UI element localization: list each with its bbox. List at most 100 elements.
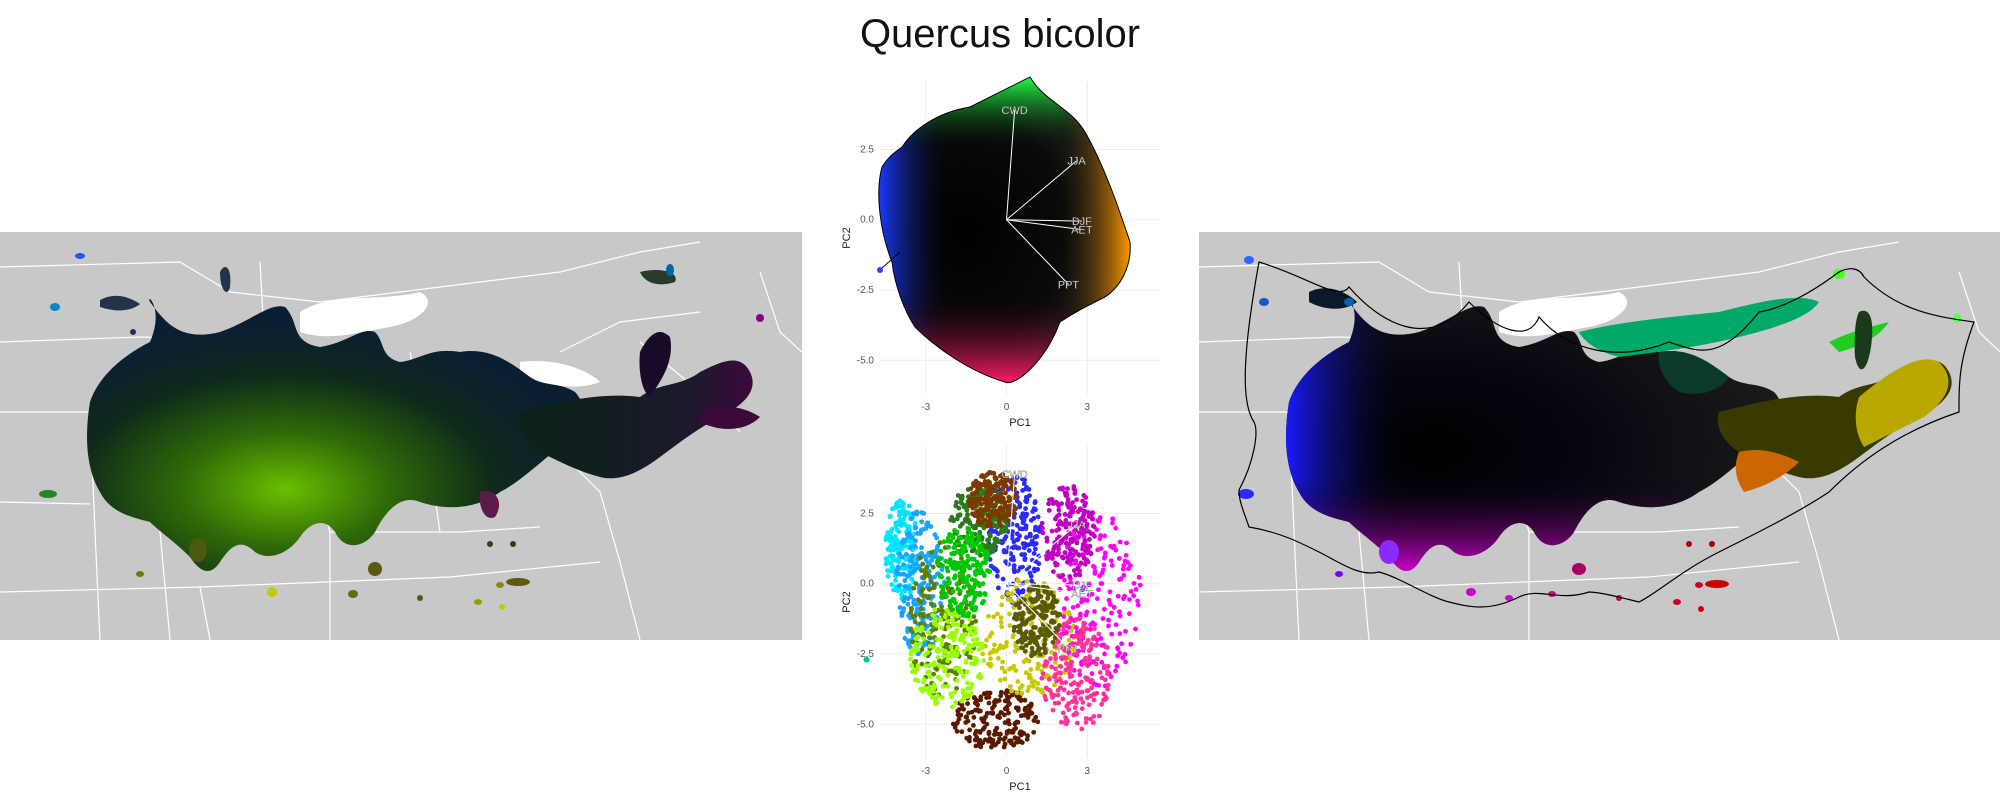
cluster-point (997, 677, 1003, 683)
cluster-point (1027, 609, 1033, 615)
cluster-point (1018, 637, 1024, 643)
cluster-point (962, 640, 967, 646)
cluster-point (984, 556, 990, 562)
range-map-left (0, 232, 802, 640)
cluster-point (1035, 590, 1041, 596)
cluster-point (974, 550, 980, 555)
cluster-point (935, 654, 941, 660)
cluster-point (1022, 697, 1028, 703)
cluster-point (1096, 713, 1102, 719)
cluster-point (1051, 593, 1056, 599)
cluster-point (1077, 672, 1083, 678)
cluster-point (950, 607, 956, 613)
cluster-point (1033, 625, 1038, 630)
cluster-point (1024, 635, 1030, 641)
cluster-point (1013, 668, 1019, 673)
cluster-point (1050, 639, 1056, 645)
cluster-point (1045, 595, 1051, 601)
cluster-point (1115, 646, 1121, 652)
cluster-point (1128, 563, 1133, 568)
cluster-point (908, 594, 914, 599)
loading-label: AET (1071, 225, 1093, 237)
cluster-point (1101, 555, 1107, 561)
cluster-point (977, 562, 983, 568)
cluster-point (971, 614, 977, 620)
cluster-point (1035, 681, 1041, 686)
cluster-point (1006, 545, 1012, 551)
cluster-point (1074, 497, 1080, 503)
cluster-point (990, 737, 996, 743)
loading-arrow (1006, 110, 1016, 220)
cluster-point (919, 527, 924, 533)
cluster-point (931, 660, 937, 666)
cluster-point (894, 500, 900, 506)
cluster-point (1004, 476, 1010, 482)
cluster-point (986, 661, 991, 667)
cluster-point (1042, 637, 1048, 643)
cluster-point (1056, 623, 1062, 628)
cluster-point (896, 529, 902, 535)
cluster-point (1087, 582, 1092, 588)
loading-label: DJF (1072, 216, 1092, 228)
cluster-point (1039, 520, 1045, 526)
cluster-point (1003, 490, 1008, 496)
cluster-point (1090, 510, 1096, 516)
cluster-point (1050, 707, 1056, 713)
cluster-point (1013, 643, 1019, 649)
cluster-point (1009, 688, 1015, 694)
cluster-point (943, 649, 948, 654)
cluster-point (956, 668, 962, 674)
cluster-point (1131, 581, 1137, 586)
cluster-point (1076, 634, 1081, 640)
cluster-point (1001, 548, 1007, 553)
cluster-point (1128, 589, 1134, 594)
cluster-point (964, 507, 970, 513)
cluster-point (1090, 523, 1096, 529)
cluster-point (1119, 641, 1125, 647)
cluster-point (939, 567, 945, 573)
cluster-point (998, 731, 1003, 737)
cluster-point (1020, 488, 1026, 493)
x-tick-label: -3 (921, 766, 930, 777)
chart-title: Quercus bicolor (859, 12, 1141, 56)
cluster-point (991, 614, 997, 620)
cluster-point (994, 648, 1000, 654)
cluster-point (963, 659, 969, 665)
cluster-point (1098, 581, 1104, 586)
cluster-point (1087, 626, 1093, 632)
cluster-point (907, 589, 913, 595)
cluster-point (1091, 634, 1097, 640)
cluster-point (1123, 659, 1128, 665)
cluster-point (927, 635, 932, 641)
cluster-point (1071, 647, 1077, 652)
cluster-point (984, 501, 990, 507)
cluster-point (1061, 687, 1067, 693)
cluster-point (960, 565, 966, 571)
cluster-point (981, 573, 987, 579)
cluster-point (1017, 504, 1023, 510)
range-right-outliers (1238, 256, 1961, 612)
loading-arrow (1006, 219, 1082, 222)
cluster-point (950, 535, 956, 541)
cluster-point (1136, 574, 1142, 580)
cluster-point (929, 557, 935, 563)
cluster-point (883, 561, 889, 567)
cluster-point (1063, 680, 1069, 685)
cluster-point (1039, 632, 1044, 637)
cluster-point (949, 649, 954, 655)
cluster-point (967, 496, 973, 502)
cluster-point (980, 718, 986, 723)
cluster-point (994, 573, 1000, 579)
cluster-point (1094, 656, 1100, 662)
cluster-point (1054, 514, 1060, 519)
cluster-point (1074, 711, 1079, 717)
cluster-point (931, 620, 937, 626)
cluster-point (935, 561, 941, 567)
cluster-point (1015, 705, 1021, 711)
cluster-point (1018, 698, 1024, 704)
cluster-point (962, 623, 967, 629)
cluster-point (990, 710, 996, 716)
cluster-point (1026, 605, 1031, 611)
cluster-point (1070, 605, 1076, 610)
